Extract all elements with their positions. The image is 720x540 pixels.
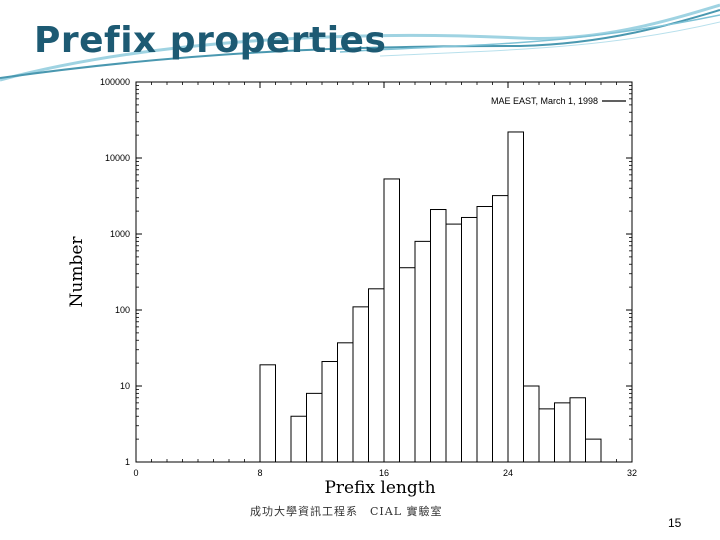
y-tick-label: 1 — [125, 457, 130, 467]
bar-14 — [352, 306, 369, 463]
y-tick-label: 10 — [120, 381, 130, 391]
x-tick-label: 32 — [627, 468, 637, 478]
legend-label: MAE EAST, March 1, 1998 — [491, 96, 598, 106]
bar-10 — [290, 415, 307, 463]
page-number: 15 — [668, 516, 682, 530]
bars-group — [259, 131, 602, 463]
bar-28 — [569, 397, 586, 463]
slide-title: Prefix properties — [34, 20, 387, 61]
bar-20 — [445, 223, 462, 463]
footer-text: 成功大學資訊工程系 CIAL 實驗室 — [250, 505, 443, 518]
bar-12 — [321, 361, 338, 463]
plot-frame — [135, 81, 633, 463]
y-tick-label: 10000 — [105, 153, 130, 163]
bar-29 — [585, 438, 602, 463]
bar-15 — [368, 288, 385, 463]
y-tick-label: 100000 — [100, 77, 130, 87]
bar-27 — [554, 402, 571, 463]
y-tick-label: 1000 — [110, 229, 130, 239]
bar-11 — [306, 392, 323, 463]
x-tick-label: 8 — [257, 468, 262, 478]
bar-8 — [259, 364, 276, 463]
bar-18 — [414, 240, 431, 463]
bar-17 — [399, 267, 416, 463]
bar-22 — [476, 206, 493, 463]
y-axis-label: Number — [67, 236, 87, 308]
bar-25 — [523, 385, 540, 463]
y-tick-label: 100 — [115, 305, 130, 315]
x-tick-label: 0 — [133, 468, 138, 478]
x-axis-label: Prefix length — [324, 478, 435, 498]
bar-21 — [461, 216, 478, 463]
bar-26 — [538, 408, 555, 463]
x-tick-label: 24 — [503, 468, 513, 478]
prefix-length-histogram: 1 10 100 1000 10000 100000 0 8 16 24 32 Number Pre… — [67, 77, 637, 498]
header-swoosh-decoration — [0, 3, 720, 82]
bar-24 — [507, 131, 524, 463]
bar-13 — [337, 342, 354, 463]
bar-23 — [492, 195, 509, 463]
bar-16 — [383, 178, 400, 463]
bar-19 — [430, 209, 447, 463]
x-tick-label: 16 — [379, 468, 389, 478]
